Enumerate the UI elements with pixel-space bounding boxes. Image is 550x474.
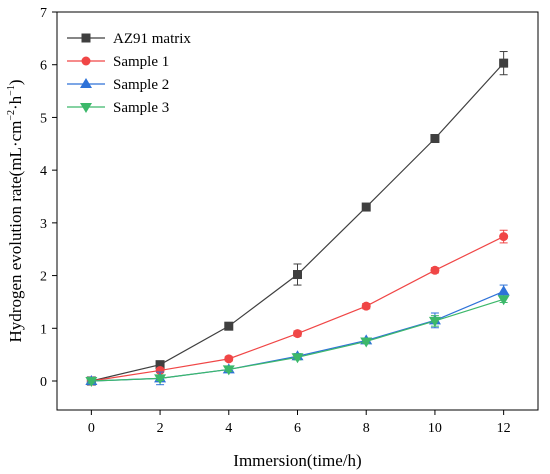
legend-entry: Sample 2 xyxy=(67,77,169,93)
data-point xyxy=(360,337,373,348)
data-point xyxy=(499,232,509,242)
data-point xyxy=(154,374,167,385)
data-point xyxy=(155,365,165,375)
y-axis-title: Hydrogen evolution rate(mL·cm−2·h−1) xyxy=(6,80,25,343)
series-4 xyxy=(85,295,510,388)
data-point xyxy=(430,134,440,144)
legend: AZ91 matrix Sample 1 Sample 2 Sample 3 xyxy=(67,31,191,116)
legend-entry: Sample 1 xyxy=(67,54,169,70)
legend-marker xyxy=(80,78,92,88)
y-axis-title-end: ) xyxy=(6,80,25,86)
legend-label: Sample 2 xyxy=(113,77,169,93)
data-point xyxy=(291,353,304,364)
y-tick-label: 5 xyxy=(40,111,47,126)
y-tick-label: 4 xyxy=(40,164,47,179)
y-tick-label: 1 xyxy=(40,322,47,337)
data-point xyxy=(224,354,234,364)
legend-entry: Sample 3 xyxy=(67,100,169,116)
legend-label: Sample 1 xyxy=(113,54,169,70)
y-tick-label: 7 xyxy=(40,6,47,21)
data-point xyxy=(497,295,510,306)
data-point xyxy=(293,270,302,280)
data-point xyxy=(499,58,509,68)
data-point xyxy=(222,365,235,376)
y-axis-title-sup2: −1 xyxy=(6,85,17,96)
x-axis-title: Immersion(time/h) xyxy=(233,451,361,470)
y-axis-title-base: Hydrogen evolution rate(mL·cm xyxy=(6,121,25,343)
legend-marker xyxy=(81,33,91,43)
data-point xyxy=(361,202,371,212)
legend-label: Sample 3 xyxy=(113,100,169,116)
x-tick-label: 10 xyxy=(428,421,442,436)
data-point xyxy=(497,285,510,296)
data-point xyxy=(85,377,98,388)
y-tick-label: 2 xyxy=(40,270,47,285)
y-tick-label: 3 xyxy=(40,217,47,232)
y-axis-title-sup1: −2 xyxy=(6,110,17,121)
legend-entry: AZ91 matrix xyxy=(67,31,191,47)
x-tick-label: 2 xyxy=(157,421,164,436)
data-point xyxy=(293,329,302,339)
series-layer xyxy=(85,51,510,388)
legend-label: AZ91 matrix xyxy=(113,31,191,47)
data-point xyxy=(361,301,371,311)
x-tick-label: 8 xyxy=(363,421,370,436)
x-tick-label: 6 xyxy=(294,421,301,436)
y-tick-label: 6 xyxy=(40,59,47,74)
legend-marker xyxy=(80,103,92,113)
x-tick-label: 0 xyxy=(88,421,95,436)
data-point xyxy=(224,321,234,331)
data-point xyxy=(155,360,165,370)
series-line xyxy=(91,298,504,382)
data-point xyxy=(428,316,441,327)
x-tick-label: 4 xyxy=(225,421,232,436)
legend-marker xyxy=(81,56,91,66)
data-point xyxy=(430,265,440,275)
x-tick-label: 12 xyxy=(497,421,511,436)
y-tick-label: 0 xyxy=(40,375,47,390)
y-axis-title-mid: ·h xyxy=(6,95,25,110)
